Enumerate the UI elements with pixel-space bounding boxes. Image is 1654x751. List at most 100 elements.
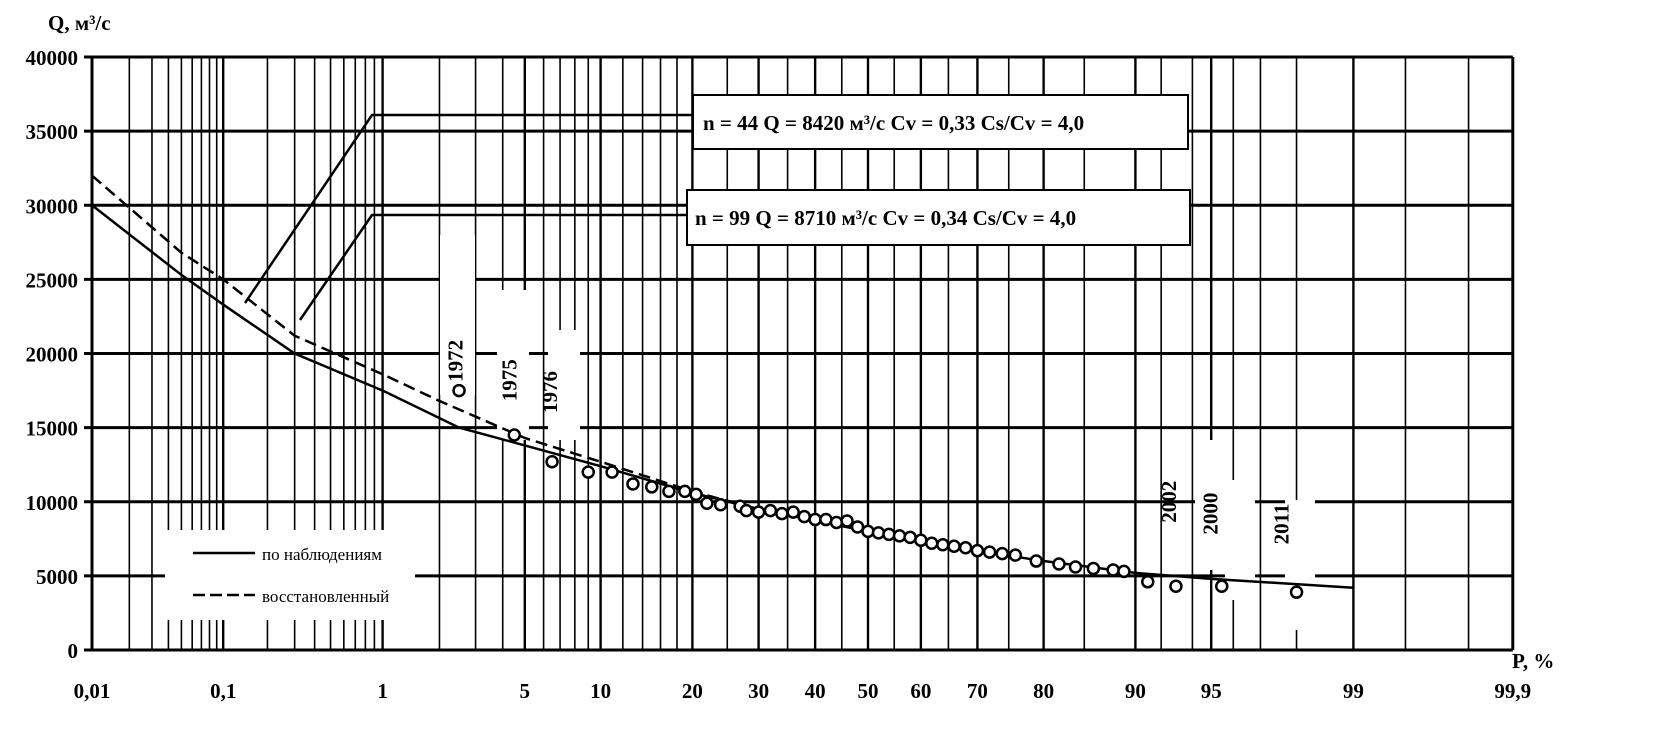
x-tick-label: 60 (910, 679, 931, 703)
axes (90, 57, 1515, 650)
annotation-boxes: n = 44 Q = 8420 м³/с Cv = 0,33 Cs/Cv = 4… (686, 94, 1191, 246)
tick-labels: 0 5000 10000 15000 20000 25000 30000 35000 40000… (26, 46, 1532, 703)
x-tick-label: 50 (858, 679, 879, 703)
leader-line-2 (298, 213, 687, 321)
y-tick-label: 5000 (36, 565, 78, 589)
legend-label-observed: по наблюдениям (262, 545, 382, 564)
data-point (626, 477, 640, 491)
annotation-leaders (243, 113, 693, 321)
data-point (1052, 557, 1066, 571)
observation-points (452, 383, 1304, 599)
series-line-restored (91, 174, 759, 511)
data-point (713, 497, 728, 512)
year-label: 1976 (538, 371, 562, 413)
data-point (751, 505, 766, 519)
y-tick-label: 20000 (26, 343, 79, 367)
data-point (797, 509, 812, 524)
data-point (700, 496, 714, 510)
y-axis-title: Q, м³/с (48, 11, 111, 35)
legend-label-restored: восстановленный (262, 587, 389, 606)
data-point (763, 503, 778, 518)
leader-line-1 (243, 113, 693, 304)
grid (84, 55, 1515, 652)
data-point (840, 514, 854, 528)
year-labels: 1972 1975 1976 2002 2000 2011 (444, 340, 1294, 544)
x-tick-label: 90 (1125, 679, 1146, 703)
data-point (892, 529, 907, 543)
data-point (936, 537, 950, 552)
data-point (829, 515, 844, 530)
data-point (808, 512, 822, 527)
data-point (903, 530, 917, 545)
x-tick-label: 10 (590, 679, 611, 703)
data-point (1117, 564, 1131, 579)
x-tick-label: 40 (805, 679, 826, 703)
x-tick-label: 0,1 (210, 679, 236, 703)
label-background (440, 235, 475, 395)
x-tick-label: 80 (1033, 679, 1054, 703)
data-point (819, 512, 833, 527)
data-point (958, 540, 973, 555)
year-label: 2011 (1269, 504, 1293, 545)
data-point (1068, 560, 1083, 574)
year-label: 1975 (497, 359, 521, 401)
data-point (775, 506, 789, 521)
data-point (452, 383, 466, 398)
data-point (678, 484, 692, 499)
x-tick-label: 0,01 (74, 679, 111, 703)
data-point (1289, 585, 1304, 599)
year-label: 2002 (1157, 481, 1181, 523)
data-point (1008, 548, 1023, 562)
data-point (871, 526, 886, 540)
x-tick-label: 95 (1201, 679, 1222, 703)
label-background (548, 330, 580, 440)
label-background (1195, 440, 1227, 570)
data-point (947, 539, 961, 553)
x-tick-label: 70 (967, 679, 988, 703)
year-label: 2000 (1198, 493, 1222, 535)
y-tick-label: 40000 (26, 46, 79, 70)
data-point (605, 465, 619, 479)
x-tick-label: 99,9 (1494, 679, 1531, 703)
data-point (689, 487, 703, 502)
y-tick-label: 0 (68, 639, 79, 663)
data-point (924, 536, 939, 551)
data-point (982, 545, 997, 559)
data-point (739, 503, 754, 518)
data-point (507, 428, 522, 442)
label-background (497, 290, 529, 440)
data-point (970, 543, 985, 558)
data-point (662, 484, 676, 499)
data-point (545, 454, 559, 469)
x-axis-title: P, % (1512, 649, 1554, 673)
data-point (644, 480, 659, 494)
annotation-box-1-text: n = 44 Q = 8420 м³/с Cv = 0,33 Cs/Cv = 4… (703, 111, 1084, 135)
annotation-box-2 (686, 189, 1191, 246)
label-background (1285, 500, 1315, 630)
data-point (861, 524, 875, 539)
data-point (882, 527, 896, 542)
x-tick-label: 99 (1343, 679, 1364, 703)
data-point (1141, 575, 1155, 589)
data-point (1214, 579, 1229, 594)
data-point (1029, 554, 1044, 568)
annotation-box-2-text: n = 99 Q = 8710 м³/с Cv = 0,34 Cs/Cv = 4… (695, 206, 1076, 230)
data-point (581, 465, 595, 479)
data-point (1086, 561, 1101, 576)
data-point (995, 546, 1009, 561)
data-point (1169, 579, 1183, 594)
y-tick-label: 15000 (26, 417, 79, 441)
y-tick-label: 10000 (26, 491, 79, 515)
year-label: 1972 (444, 340, 468, 382)
legend: по наблюдениям восстановленный (165, 530, 415, 620)
x-tick-label: 20 (682, 679, 703, 703)
legend-box (165, 530, 415, 620)
data-point (1106, 563, 1120, 577)
x-tick-label: 5 (520, 679, 531, 703)
x-tick-label: 30 (748, 679, 769, 703)
x-tick-label: 1 (377, 679, 388, 703)
y-tick-label: 25000 (26, 268, 79, 292)
annotation-box-1 (692, 94, 1189, 150)
data-point (914, 533, 928, 548)
